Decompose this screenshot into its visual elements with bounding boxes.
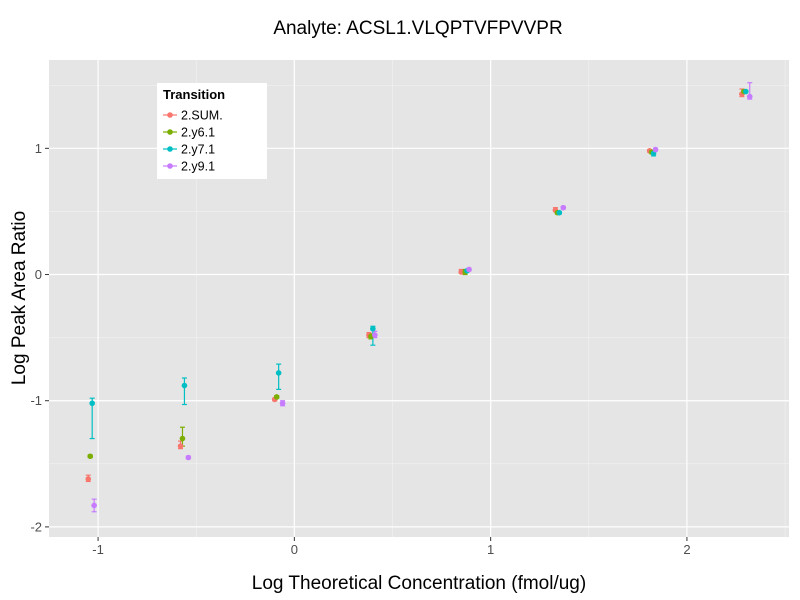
data-point [466,266,472,273]
legend: Transition 2.SUM. 2.y6.1 2.y7.1 2.y9.1 [157,83,267,179]
data-point [91,502,97,509]
x-axis-ticks: -1 0 1 2 [92,537,691,557]
y-tick-label: -1 [30,393,42,408]
data-point [652,146,659,153]
legend-swatch-point [167,112,173,118]
data-point [560,204,567,211]
x-axis-label: Log Theoretical Concentration (fmol/ug) [252,573,586,594]
data-point [275,370,282,376]
legend-swatch-point [167,129,173,135]
legend-label: 2.SUM. [181,109,223,123]
y-axis-ticks: -2 -1 0 1 [30,141,49,534]
data-point [370,325,376,332]
data-point [179,435,186,442]
x-tick-label: 2 [683,542,690,557]
data-point [279,400,286,407]
y-axis-label: Log Peak Area Ratio [9,211,30,385]
x-tick-label: -1 [92,542,104,557]
data-point [273,394,280,400]
data-point [185,454,192,461]
data-point [177,443,184,449]
legend-swatch-point [167,163,173,169]
data-points [85,88,753,509]
data-point [556,209,563,216]
data-point [87,453,94,460]
x-tick-label: 1 [487,542,494,557]
data-point [746,93,753,100]
data-point [743,88,749,95]
y-tick-label: 0 [35,267,42,282]
data-point [372,332,378,338]
legend-box [157,83,267,179]
legend-swatch-point [167,146,173,152]
legend-title: Transition [163,87,225,102]
data-point [89,400,95,407]
x-tick-label: 0 [291,542,298,557]
legend-label: 2.y9.1 [181,160,215,174]
data-point [458,269,465,275]
chart-title: Analyte: ACSL1.VLQPTVFPVVPR [273,18,562,39]
y-tick-label: -2 [30,519,42,534]
y-tick-label: 1 [35,141,42,156]
data-point [181,382,188,389]
legend-label: 2.y6.1 [181,126,215,140]
legend-label: 2.y7.1 [181,143,215,157]
data-point [85,476,92,482]
